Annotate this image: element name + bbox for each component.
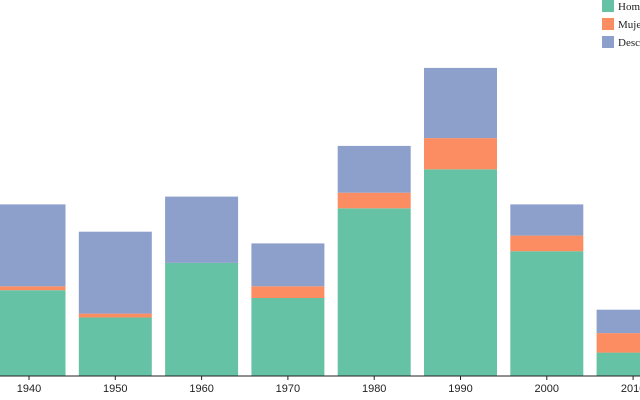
x-tick-group: 1940 1950 1960 1970 1980 1990 2000 2010 (17, 376, 640, 395)
bar-1980-series-1 (337, 192, 411, 209)
legend-label-2: Desconocido (618, 37, 640, 49)
legend-label-1: Mujeres (618, 19, 640, 31)
bar-1960-series-2 (165, 196, 239, 263)
bars-group (0, 67, 640, 376)
legend-label-0: Hombres (618, 1, 640, 13)
legend-swatch-0 (602, 0, 614, 12)
bar-1980-series-2 (337, 145, 411, 193)
x-tick-label-1980: 1980 (362, 383, 386, 395)
legend: Hombres Mujeres Desconocido (602, 0, 640, 49)
bar-1970-series-2 (251, 243, 325, 287)
legend-swatch-2 (602, 36, 614, 48)
bar-1940-series-1 (0, 286, 66, 291)
bar-1940-series-0 (0, 290, 66, 376)
bar-2000-series-2 (510, 204, 584, 236)
x-tick-label-1990: 1990 (448, 383, 472, 395)
legend-swatch-1 (602, 18, 614, 30)
bar-2010-series-1 (596, 333, 640, 353)
bar-1950-series-2 (78, 231, 152, 314)
bar-1950-series-1 (78, 313, 152, 318)
bar-1940-series-2 (0, 204, 66, 287)
bar-1960-series-0 (165, 262, 239, 376)
x-tick-label-2010: 2010 (621, 383, 640, 395)
x-tick-label-2000: 2000 (535, 383, 559, 395)
bar-1990-series-2 (424, 67, 497, 139)
bar-1990-series-1 (424, 138, 497, 170)
x-tick-label-1950: 1950 (103, 383, 127, 395)
bar-2010-series-0 (596, 352, 640, 376)
bar-1970-series-0 (251, 298, 325, 376)
bar-1970-series-1 (251, 286, 325, 298)
x-tick-label-1970: 1970 (276, 383, 300, 395)
bar-1990-series-0 (424, 169, 497, 376)
x-tick-label-1940: 1940 (17, 383, 41, 395)
x-tick-label-1960: 1960 (189, 383, 213, 395)
bar-1980-series-0 (337, 208, 411, 376)
bar-2010-series-2 (596, 309, 640, 334)
bar-1950-series-0 (78, 317, 152, 376)
bar-2000-series-1 (510, 235, 584, 252)
bar-2000-series-0 (510, 251, 584, 376)
